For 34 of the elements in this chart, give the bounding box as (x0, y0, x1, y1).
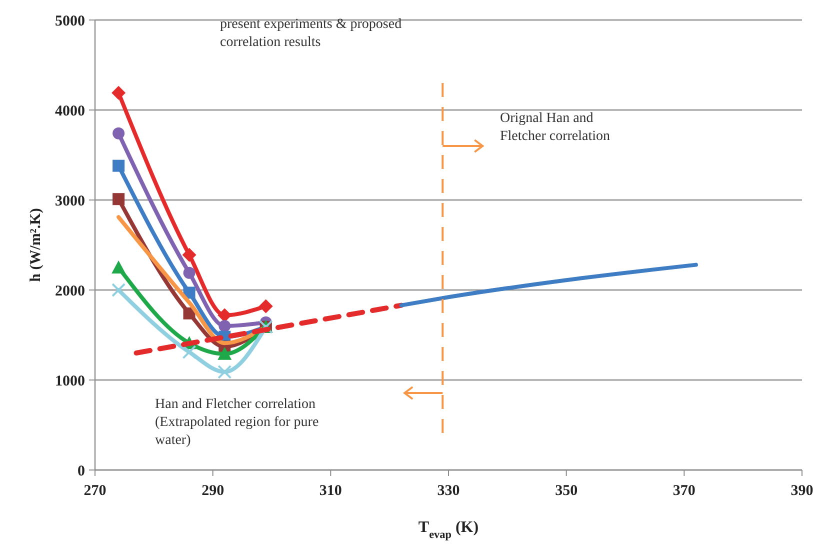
annotation: Han and Fletcher correlation (Extrapolated region for pure water) (155, 397, 319, 448)
point (112, 283, 126, 297)
point (183, 286, 196, 299)
x-axis-title: T$_{evap}$ (K) (418, 519, 479, 541)
y-tick-label: 1000 (55, 373, 85, 390)
annotation: Orignal Han and Fletcher correlation (500, 111, 610, 144)
y-tick-label: 0 (78, 463, 85, 480)
point (218, 320, 231, 332)
point (218, 364, 232, 379)
annotation: present experiments & proposed correlation results (220, 17, 402, 50)
point (183, 266, 196, 279)
point (218, 346, 232, 360)
x-tick-label: 290 (202, 483, 224, 499)
point (112, 127, 125, 140)
x-tick-label: 270 (84, 483, 106, 499)
x-tick-label: 390 (790, 483, 813, 499)
point (182, 248, 196, 262)
x-tick-label: 310 (319, 483, 342, 499)
x-tick-label: 370 (672, 483, 696, 499)
point (112, 260, 126, 274)
point (112, 86, 126, 100)
point (112, 193, 125, 206)
x-tick-label: 330 (437, 483, 460, 499)
y-axis-title: h (W/m².K) (28, 208, 44, 282)
line-series (399, 262, 698, 308)
point (218, 308, 232, 322)
point (182, 345, 196, 360)
x-tick-label: 350 (555, 483, 578, 499)
y-tick-label: 3000 (55, 193, 85, 210)
point (112, 160, 125, 172)
y-tick-label: 5000 (55, 13, 85, 30)
y-tick-label: 4000 (55, 103, 85, 120)
point (258, 299, 273, 314)
y-tick-label: 2000 (55, 283, 85, 300)
